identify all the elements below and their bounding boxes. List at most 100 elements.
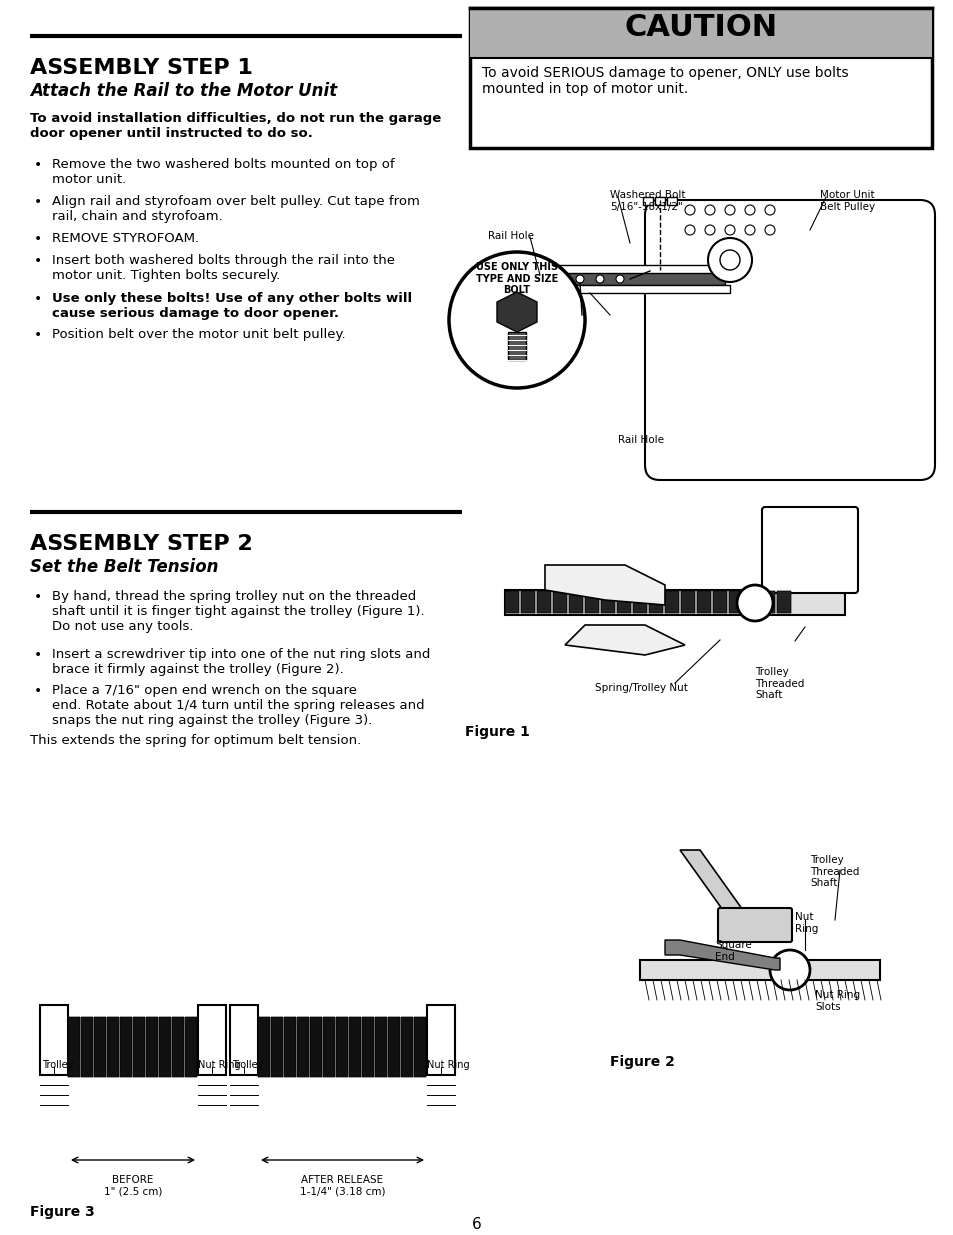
Circle shape [764, 225, 774, 235]
FancyBboxPatch shape [132, 1016, 145, 1077]
Text: Nut Ring
Slots: Nut Ring Slots [814, 990, 860, 1011]
Text: •: • [34, 232, 42, 246]
FancyBboxPatch shape [666, 198, 677, 205]
Text: •: • [34, 684, 42, 698]
Text: To avoid installation difficulties, do not run the garage
door opener until inst: To avoid installation difficulties, do n… [30, 112, 441, 140]
Text: Spring/Trolley Nut: Spring/Trolley Nut [595, 683, 687, 693]
Circle shape [769, 950, 809, 990]
Text: Position belt over the motor unit belt pulley.: Position belt over the motor unit belt p… [52, 329, 345, 341]
Text: 6: 6 [472, 1216, 481, 1233]
Text: Set the Belt Tension: Set the Belt Tension [30, 558, 218, 576]
FancyBboxPatch shape [198, 1005, 226, 1074]
Circle shape [536, 275, 543, 283]
Circle shape [724, 205, 734, 215]
Text: •: • [34, 158, 42, 172]
FancyBboxPatch shape [655, 198, 664, 205]
FancyBboxPatch shape [617, 592, 630, 613]
FancyBboxPatch shape [728, 592, 742, 613]
FancyBboxPatch shape [257, 1016, 270, 1077]
FancyBboxPatch shape [639, 960, 879, 981]
FancyBboxPatch shape [400, 1016, 413, 1077]
FancyBboxPatch shape [600, 592, 615, 613]
Text: Rail Hole: Rail Hole [488, 231, 534, 241]
Text: Nut Ring: Nut Ring [198, 1060, 240, 1070]
FancyBboxPatch shape [697, 592, 710, 613]
FancyBboxPatch shape [680, 592, 695, 613]
FancyBboxPatch shape [644, 200, 934, 480]
FancyBboxPatch shape [349, 1016, 360, 1077]
Text: •: • [34, 291, 42, 306]
FancyBboxPatch shape [470, 7, 931, 58]
Text: •: • [34, 195, 42, 209]
Text: CAUTION: CAUTION [624, 14, 777, 42]
FancyBboxPatch shape [642, 198, 652, 205]
FancyBboxPatch shape [648, 592, 662, 613]
FancyBboxPatch shape [427, 1005, 455, 1074]
Text: Nut
Ring: Nut Ring [794, 911, 818, 934]
FancyBboxPatch shape [490, 266, 729, 273]
Text: Place a 7/16" open end wrench on the square
end. Rotate about 1/4 turn until the: Place a 7/16" open end wrench on the squ… [52, 684, 424, 727]
FancyBboxPatch shape [81, 1016, 92, 1077]
FancyBboxPatch shape [584, 592, 598, 613]
FancyBboxPatch shape [40, 1005, 68, 1074]
FancyBboxPatch shape [507, 332, 525, 359]
Text: Use only these bolts! Use of any other bolts will
cause serious damage to door o: Use only these bolts! Use of any other b… [52, 291, 412, 320]
FancyBboxPatch shape [271, 1016, 283, 1077]
Text: To avoid SERIOUS damage to opener, ONLY use bolts
mounted in top of motor unit.: To avoid SERIOUS damage to opener, ONLY … [481, 65, 848, 96]
FancyBboxPatch shape [361, 1016, 374, 1077]
Text: By hand, thread the spring trolley nut on the threaded
shaft until it is finger : By hand, thread the spring trolley nut o… [52, 590, 424, 634]
Text: BEFORE
1" (2.5 cm): BEFORE 1" (2.5 cm) [104, 1174, 162, 1197]
Circle shape [596, 275, 603, 283]
FancyBboxPatch shape [185, 1016, 196, 1077]
Circle shape [556, 275, 563, 283]
Text: Trolley
Threaded
Shaft: Trolley Threaded Shaft [754, 667, 803, 700]
Text: Remove the two washered bolts mounted on top of
motor unit.: Remove the two washered bolts mounted on… [52, 158, 395, 186]
Circle shape [704, 225, 714, 235]
FancyBboxPatch shape [760, 592, 774, 613]
FancyBboxPatch shape [159, 1016, 171, 1077]
FancyBboxPatch shape [537, 592, 551, 613]
Text: Figure 1: Figure 1 [464, 725, 529, 739]
Circle shape [737, 585, 772, 621]
FancyBboxPatch shape [94, 1016, 106, 1077]
Circle shape [724, 225, 734, 235]
FancyBboxPatch shape [375, 1016, 387, 1077]
FancyBboxPatch shape [296, 1016, 309, 1077]
Text: Figure 2: Figure 2 [609, 1055, 674, 1070]
FancyBboxPatch shape [718, 908, 791, 942]
FancyBboxPatch shape [323, 1016, 335, 1077]
FancyBboxPatch shape [490, 267, 724, 285]
Text: Nut Ring: Nut Ring [427, 1060, 469, 1070]
Polygon shape [679, 850, 749, 920]
FancyBboxPatch shape [107, 1016, 119, 1077]
Text: •: • [34, 254, 42, 268]
Text: AFTER RELEASE
1-1/4" (3.18 cm): AFTER RELEASE 1-1/4" (3.18 cm) [299, 1174, 385, 1197]
Text: USE ONLY THIS
TYPE AND SIZE
BOLT: USE ONLY THIS TYPE AND SIZE BOLT [476, 262, 558, 295]
Text: Rail Hole: Rail Hole [618, 435, 663, 445]
FancyBboxPatch shape [284, 1016, 295, 1077]
FancyBboxPatch shape [504, 590, 844, 615]
Circle shape [764, 205, 774, 215]
Text: ASSEMBLY STEP 2: ASSEMBLY STEP 2 [30, 534, 253, 555]
FancyBboxPatch shape [553, 592, 566, 613]
Circle shape [744, 205, 754, 215]
FancyBboxPatch shape [414, 1016, 426, 1077]
Text: Washered Bolt
5/16"-18x1/2": Washered Bolt 5/16"-18x1/2" [609, 190, 685, 211]
FancyBboxPatch shape [310, 1016, 322, 1077]
FancyBboxPatch shape [120, 1016, 132, 1077]
Polygon shape [564, 625, 684, 655]
FancyBboxPatch shape [568, 592, 582, 613]
FancyBboxPatch shape [490, 285, 729, 293]
Circle shape [616, 275, 623, 283]
Text: Attach the Rail to the Motor Unit: Attach the Rail to the Motor Unit [30, 82, 337, 100]
Text: •: • [34, 648, 42, 662]
Circle shape [704, 205, 714, 215]
Polygon shape [497, 291, 537, 332]
FancyBboxPatch shape [172, 1016, 184, 1077]
Circle shape [516, 275, 523, 283]
Polygon shape [664, 940, 780, 969]
Text: Trolley: Trolley [42, 1060, 73, 1070]
Text: •: • [34, 590, 42, 604]
Text: Align rail and styrofoam over belt pulley. Cut tape from
rail, chain and styrofo: Align rail and styrofoam over belt pulle… [52, 195, 419, 224]
Circle shape [576, 275, 583, 283]
